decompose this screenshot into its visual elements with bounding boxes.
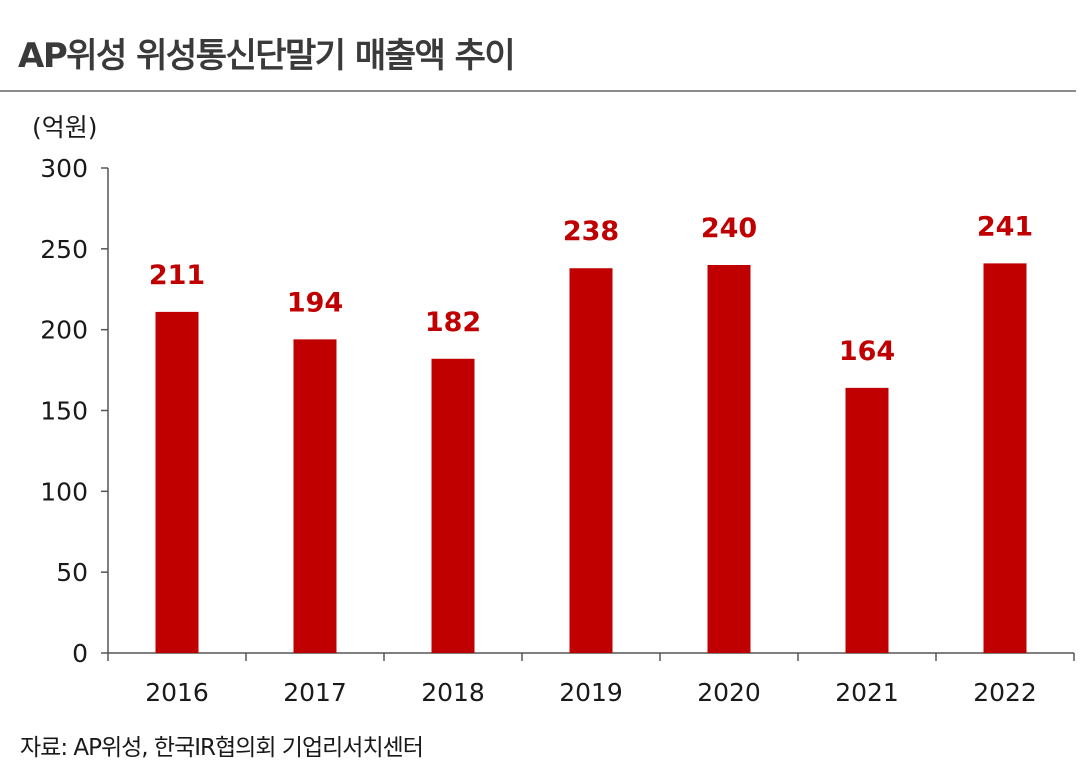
bar [845, 387, 889, 653]
data-label: 240 [701, 213, 757, 244]
bar [431, 358, 475, 653]
y-tick-label: 250 [40, 235, 88, 264]
data-label: 164 [839, 336, 895, 367]
y-tick-label: 200 [40, 316, 88, 345]
bar [983, 263, 1027, 653]
title-divider [0, 90, 1076, 92]
x-tick-label: 2016 [145, 678, 209, 707]
y-tick-label: 300 [40, 154, 88, 183]
x-tick-label: 2020 [697, 678, 761, 707]
data-label: 211 [149, 260, 205, 291]
data-label: 194 [287, 287, 343, 318]
x-tick-label: 2018 [421, 678, 485, 707]
data-label: 182 [425, 307, 481, 338]
x-tick-label: 2022 [973, 678, 1037, 707]
chart-title: AP위성 위성통신단말기 매출액 추이 [18, 36, 516, 76]
bar [569, 268, 613, 653]
bar [293, 339, 337, 653]
data-label: 241 [977, 211, 1033, 242]
data-label: 238 [563, 216, 619, 247]
y-tick-label: 100 [40, 477, 88, 506]
y-tick-label: 150 [40, 397, 88, 426]
x-tick-label: 2019 [559, 678, 623, 707]
y-tick-label: 50 [56, 558, 88, 587]
x-tick-label: 2017 [283, 678, 347, 707]
y-axis-unit-label: (억원) [32, 113, 98, 142]
y-tick-label: 0 [72, 639, 88, 668]
bar [155, 311, 199, 653]
bar [707, 265, 751, 653]
source-note: 자료: AP위성, 한국IR협의회 기업리서치센터 [20, 735, 424, 761]
x-tick-label: 2021 [835, 678, 899, 707]
